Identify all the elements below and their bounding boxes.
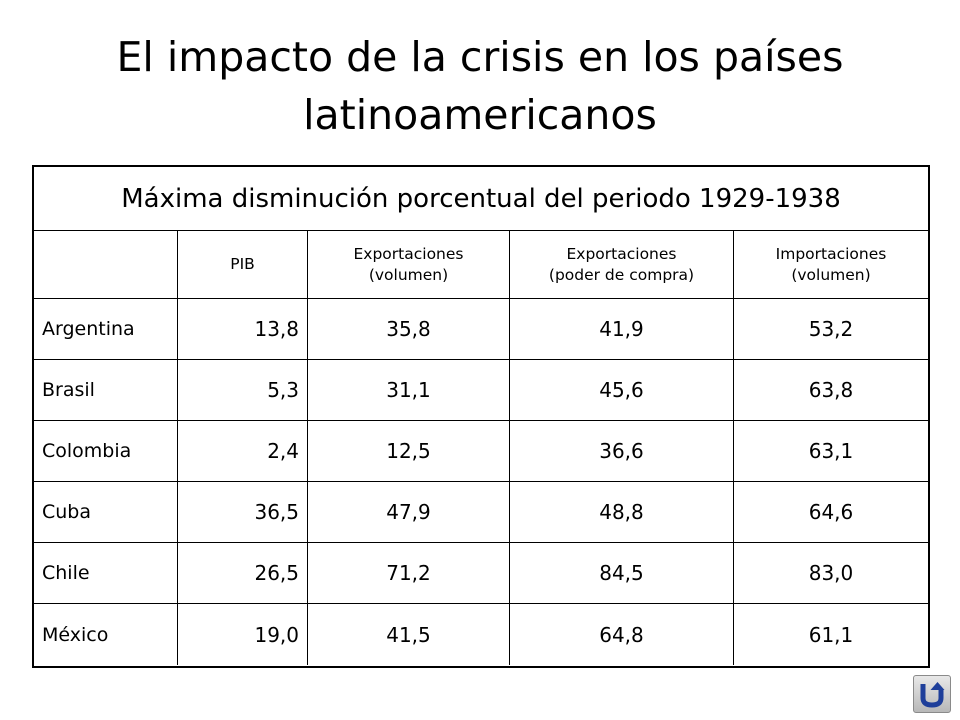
value-cell: 71,2 <box>308 543 510 603</box>
country-cell: Brasil <box>34 360 178 420</box>
value-cell: 5,3 <box>178 360 308 420</box>
value-cell: 47,9 <box>308 482 510 542</box>
value-cell: 63,1 <box>808 439 854 463</box>
value-cell: 35,8 <box>308 299 510 359</box>
value-cell: 64,8 <box>510 604 734 665</box>
value-cell: 64,6 <box>808 500 854 524</box>
value-cell: 36,6 <box>510 421 734 481</box>
data-table: Máxima disminución porcentual del period… <box>32 165 930 668</box>
country-cell: México <box>34 604 178 665</box>
value-cell: 45,6 <box>510 360 734 420</box>
value-cell: 48,8 <box>510 482 734 542</box>
value-cell: 12,5 <box>308 421 510 481</box>
country-cell: Cuba <box>34 482 178 542</box>
value-cell: 41,5 <box>308 604 510 665</box>
column-header-imports-volume: Importaciones (volumen) <box>775 244 887 284</box>
column-header-country <box>34 231 178 298</box>
table-row: México 19,0 41,5 64,8 61,1 <box>34 604 928 665</box>
value-cell: 63,8 <box>808 378 854 402</box>
column-header-exports-purchasing-power: Exportaciones (poder de compra) <box>510 231 734 298</box>
back-button[interactable] <box>913 675 951 713</box>
value-cell: 13,8 <box>178 299 308 359</box>
u-turn-back-icon <box>920 682 945 708</box>
value-cell: 26,5 <box>178 543 308 603</box>
country-cell: Argentina <box>34 299 178 359</box>
column-header-pib: PIB <box>178 231 308 298</box>
value-cell: 19,0 <box>178 604 308 665</box>
table-header-row: PIB Exportaciones (volumen) Exportacione… <box>34 231 928 299</box>
value-cell: 53,2 <box>808 317 854 341</box>
country-cell: Chile <box>34 543 178 603</box>
table-row: Brasil 5,3 31,1 45,6 63,8 <box>34 360 928 421</box>
value-cell: 41,9 <box>510 299 734 359</box>
column-header-exports-volume: Exportaciones (volumen) <box>308 231 510 298</box>
value-cell: 31,1 <box>308 360 510 420</box>
table-row: Colombia 2,4 12,5 36,6 63,1 <box>34 421 928 482</box>
value-cell: 2,4 <box>178 421 308 481</box>
slide-title: El impacto de la crisis en los países la… <box>116 33 844 139</box>
table-row: Argentina 13,8 35,8 41,9 53,2 <box>34 299 928 360</box>
value-cell: 61,1 <box>808 622 854 647</box>
table-row: Chile 26,5 71,2 84,5 83,0 <box>34 543 928 604</box>
country-cell: Colombia <box>34 421 178 481</box>
value-cell: 36,5 <box>178 482 308 542</box>
table-caption: Máxima disminución porcentual del period… <box>121 183 841 214</box>
value-cell: 83,0 <box>808 561 854 585</box>
value-cell: 84,5 <box>510 543 734 603</box>
table-row: Cuba 36,5 47,9 48,8 64,6 <box>34 482 928 543</box>
table-caption-row: Máxima disminución porcentual del period… <box>34 167 928 231</box>
